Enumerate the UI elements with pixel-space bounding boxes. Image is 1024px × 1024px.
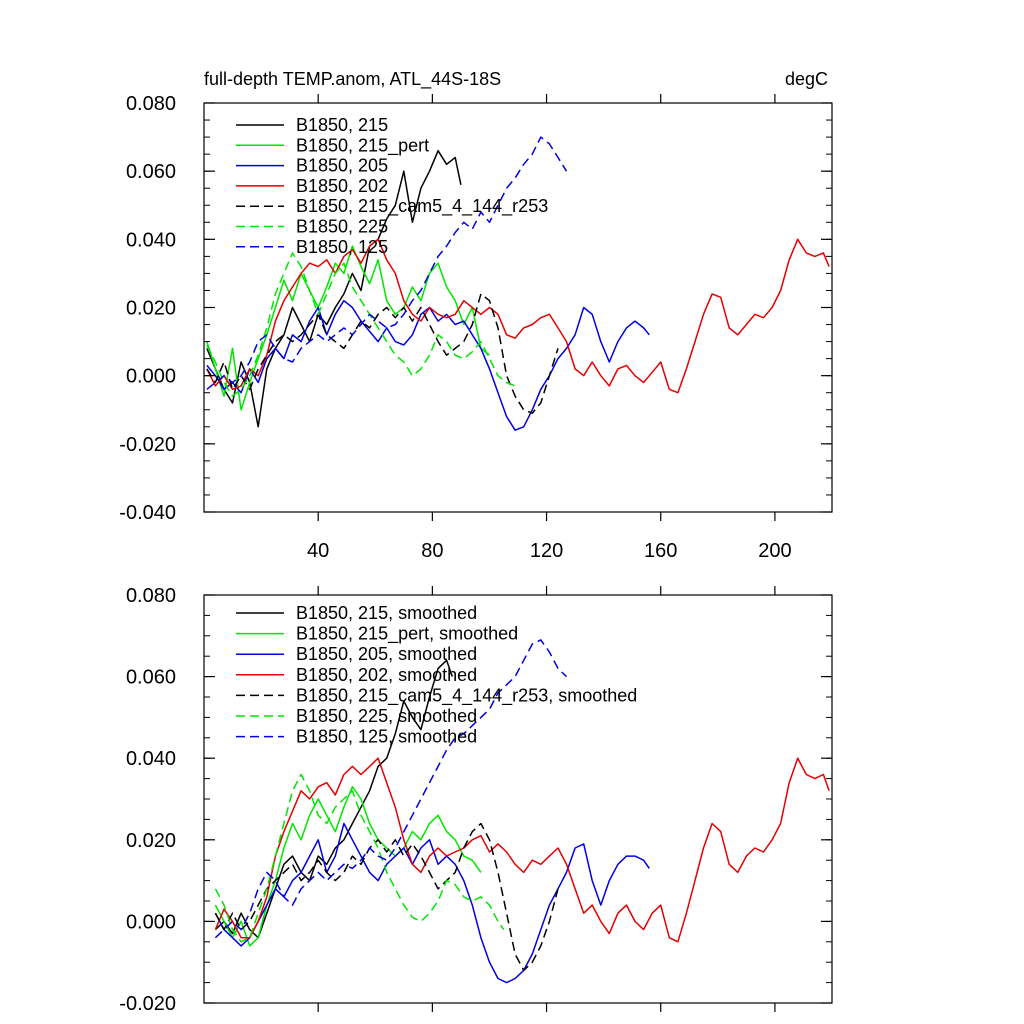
bottom-panel: -0.020 0.000 0.020 0.040 0.060 0.080 B1850, 21… bbox=[119, 585, 833, 1015]
y-tick-label: 0.040 bbox=[126, 748, 176, 770]
legend-label: B1850, 215_cam5_4_144_r253, smoothed bbox=[296, 685, 637, 706]
legend-label: B1850, 125 bbox=[296, 237, 388, 257]
legend-label: B1850, 215, smoothed bbox=[296, 603, 477, 623]
top-panel: full-depth TEMP.anom, ATL_44S-18S degC -… bbox=[119, 69, 833, 562]
series-line bbox=[214, 786, 482, 947]
legend-label: B1850, 215_cam5_4_144_r253 bbox=[296, 196, 548, 217]
legend-label: B1850, 215 bbox=[296, 115, 388, 135]
x-tick-label: 160 bbox=[644, 540, 677, 562]
series-line bbox=[206, 245, 490, 411]
legend-label: B1850, 202, smoothed bbox=[296, 665, 477, 685]
series-line bbox=[214, 639, 568, 939]
y-tick-label: 0.060 bbox=[126, 667, 176, 689]
series-line bbox=[206, 136, 568, 390]
series-line bbox=[206, 293, 559, 414]
y-tick-label: -0.040 bbox=[119, 502, 176, 524]
legend-label: B1850, 215_pert bbox=[296, 135, 429, 156]
legend-label: B1850, 205, smoothed bbox=[296, 644, 477, 664]
y-tick-label: 0.080 bbox=[126, 585, 176, 607]
x-tick-label: 80 bbox=[421, 540, 443, 562]
y-tick-label: 0.040 bbox=[126, 229, 176, 251]
y-tick-label: 0.060 bbox=[126, 161, 176, 183]
y-tick-label: 0.000 bbox=[126, 366, 176, 388]
y-tick-label: -0.020 bbox=[119, 434, 176, 456]
y-tick-label: 0.080 bbox=[126, 93, 176, 115]
y-tick-label: 0.020 bbox=[126, 830, 176, 852]
x-tick-label: 120 bbox=[530, 540, 563, 562]
legend-label: B1850, 215_pert, smoothed bbox=[296, 624, 518, 645]
legend-label: B1850, 225, smoothed bbox=[296, 706, 477, 726]
legend-label: B1850, 125, smoothed bbox=[296, 727, 477, 747]
y-tick-label: -0.020 bbox=[119, 993, 176, 1015]
series-line bbox=[214, 773, 505, 943]
series-line bbox=[206, 238, 830, 394]
x-tick-label: 200 bbox=[758, 540, 791, 562]
legend-label: B1850, 205 bbox=[296, 156, 388, 176]
legend-label: B1850, 225 bbox=[296, 217, 388, 237]
x-tick-label: 40 bbox=[307, 540, 329, 562]
series-line bbox=[214, 822, 650, 984]
series-line bbox=[214, 757, 830, 943]
y-tick-label: 0.000 bbox=[126, 911, 176, 933]
series-line bbox=[206, 252, 516, 397]
series-line bbox=[214, 822, 559, 972]
y-tick-label: 0.020 bbox=[126, 298, 176, 320]
series-line bbox=[214, 659, 454, 939]
legend-label: B1850, 202 bbox=[296, 176, 388, 196]
panel-title-left: full-depth TEMP.anom, ATL_44S-18S bbox=[204, 69, 501, 90]
panel-title-right: degC bbox=[785, 69, 828, 89]
